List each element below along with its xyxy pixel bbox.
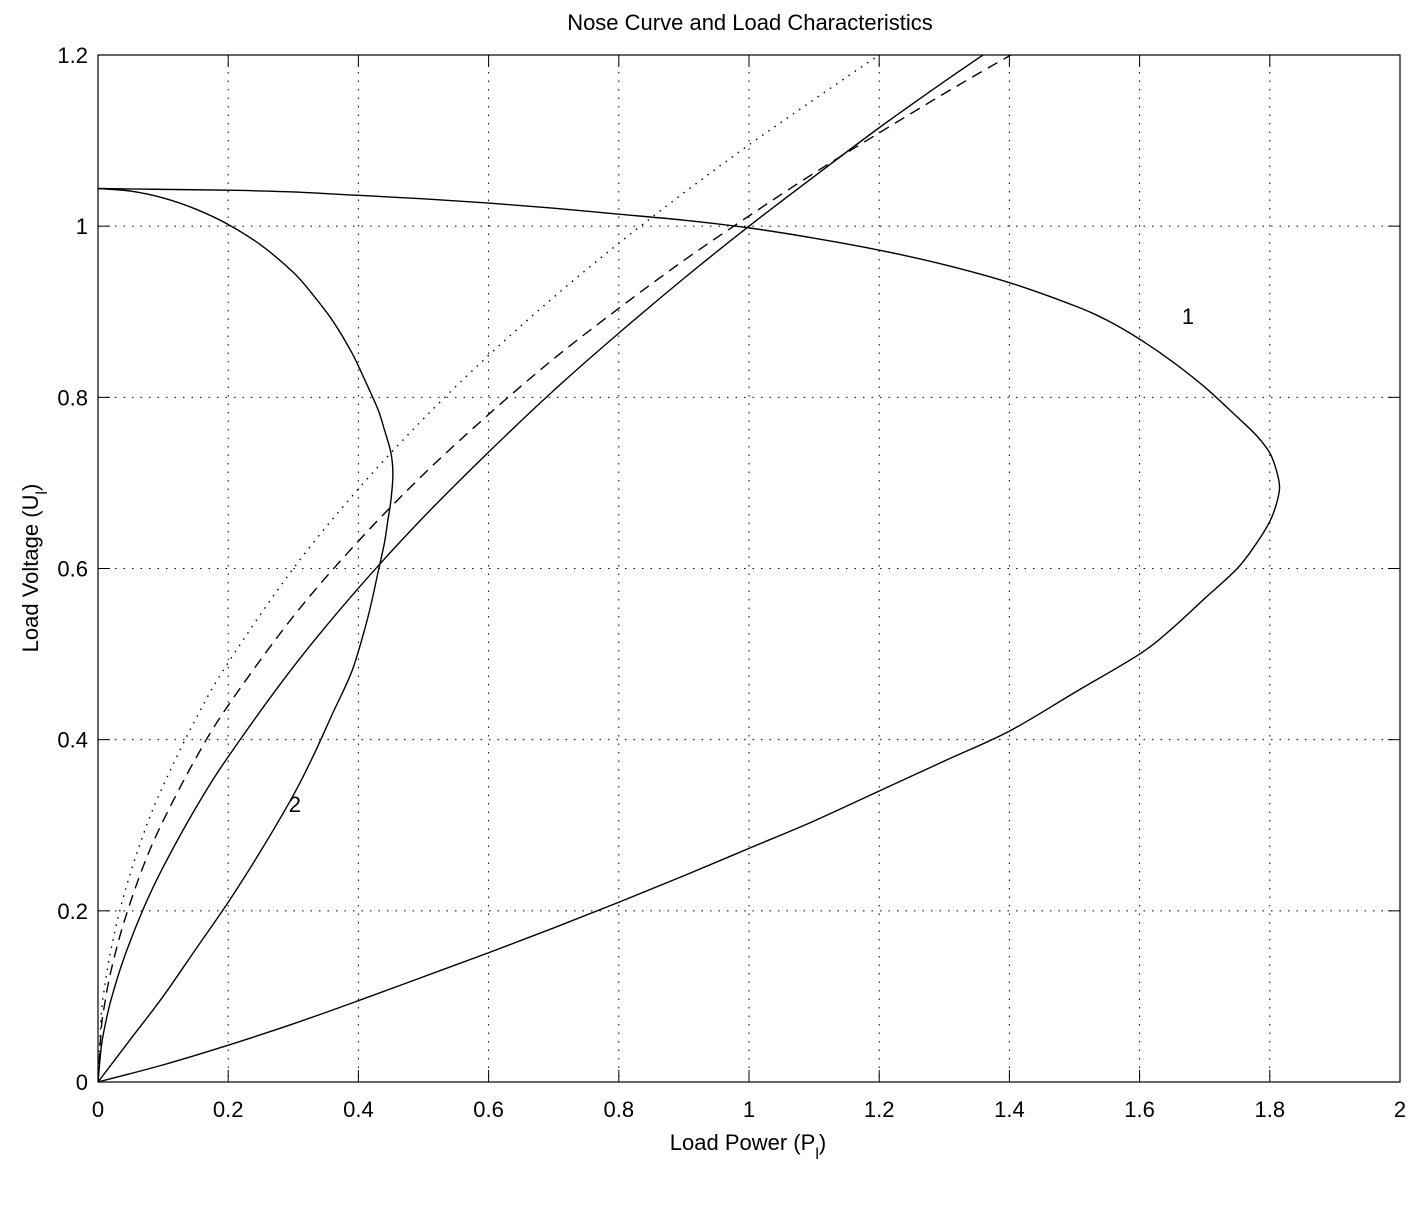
y-axis-title: Load Voltage (Ul) <box>18 484 51 653</box>
series-line-3-dotted <box>98 55 881 1082</box>
series-layer <box>98 55 1281 1082</box>
y-tick-label: 1.2 <box>57 43 88 68</box>
annotations: 12 <box>289 304 1194 817</box>
plot-frame <box>97 54 1401 1083</box>
curve-label-1: 1 <box>1182 304 1194 329</box>
curve-label-2: 2 <box>289 792 301 817</box>
x-tick-label: 0.6 <box>473 1097 504 1122</box>
x-tick-label: 0 <box>92 1097 104 1122</box>
x-tick-label: 1 <box>743 1097 755 1122</box>
x-tick-label: 0.4 <box>343 1097 374 1122</box>
x-axis-title: Load Power (Pl) <box>670 1130 826 1163</box>
y-tick-label: 0.4 <box>57 728 88 753</box>
y-tick-label: 0.6 <box>57 557 88 582</box>
x-tick-label: 1.4 <box>994 1097 1025 1122</box>
series-line-2-solid <box>98 187 394 1082</box>
series-line-5-dashed <box>98 55 1013 1082</box>
x-tick-label: 1.6 <box>1124 1097 1155 1122</box>
x-tick-label: 1.2 <box>864 1097 895 1122</box>
x-tick-label: 0.2 <box>213 1097 244 1122</box>
y-tick-label: 1 <box>76 214 88 239</box>
y-tick-label: 0 <box>76 1070 88 1095</box>
y-tick-label: 0.8 <box>57 385 88 410</box>
series-line-1-solid <box>98 187 1281 1082</box>
chart-title: Nose Curve and Load Characteristics <box>567 10 933 35</box>
y-tick-label: 0.2 <box>57 899 88 924</box>
tick-labels: 0 0.2 0.4 0.6 0.8 1 1.2 1.4 1.6 1.8 2 0 0.2 0.4 0.6 0.8… <box>57 43 1406 1122</box>
x-tick-label: 1.8 <box>1255 1097 1286 1122</box>
x-tick-label: 2 <box>1394 1097 1406 1122</box>
x-tick-label: 0.8 <box>604 1097 635 1122</box>
